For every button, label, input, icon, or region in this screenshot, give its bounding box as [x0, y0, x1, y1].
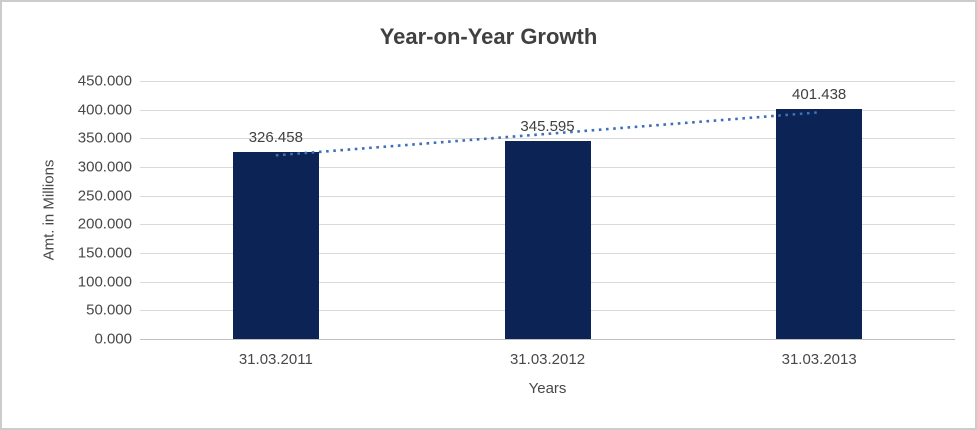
bar-data-label: 345.595 — [520, 117, 575, 135]
y-tick-label: 350.000 — [77, 129, 132, 147]
bar — [776, 108, 863, 339]
bar-data-label: 401.438 — [792, 85, 847, 103]
y-tick-label: 450.000 — [77, 72, 132, 90]
x-tick-label: 31.03.2011 — [238, 351, 313, 368]
x-axis-title: Years — [528, 380, 567, 397]
bar — [232, 151, 319, 339]
bar-data-label: 326.458 — [248, 128, 303, 146]
y-tick-label: 100.000 — [77, 273, 132, 291]
y-tick-label: 0.000 — [94, 330, 132, 348]
chart-title: Year-on-Year Growth — [379, 24, 598, 49]
x-tick-label: 31.03.2013 — [781, 351, 857, 368]
y-tick-label: 200.000 — [77, 215, 132, 233]
y-tick-label: 50.000 — [86, 301, 132, 319]
y-tick-label: 300.000 — [77, 158, 132, 176]
y-tick-label: 250.000 — [77, 187, 132, 205]
gridline — [140, 81, 955, 82]
x-axis-line — [140, 339, 955, 340]
y-tick-label: 400.000 — [77, 101, 132, 119]
y-tick-label: 150.000 — [77, 244, 132, 262]
bar — [504, 140, 591, 339]
x-tick-label: 31.03.2012 — [509, 351, 586, 368]
